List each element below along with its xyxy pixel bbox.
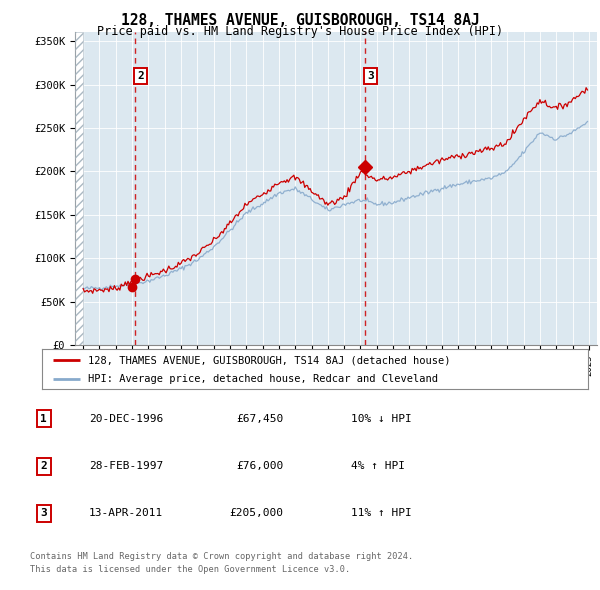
Text: £205,000: £205,000 <box>229 509 283 518</box>
Text: 3: 3 <box>367 71 374 81</box>
Text: 10% ↓ HPI: 10% ↓ HPI <box>351 414 412 424</box>
Text: 13-APR-2011: 13-APR-2011 <box>89 509 163 518</box>
Text: Price paid vs. HM Land Registry's House Price Index (HPI): Price paid vs. HM Land Registry's House … <box>97 25 503 38</box>
Text: Contains HM Land Registry data © Crown copyright and database right 2024.: Contains HM Land Registry data © Crown c… <box>30 552 413 561</box>
Text: 11% ↑ HPI: 11% ↑ HPI <box>351 509 412 518</box>
Text: 2: 2 <box>40 461 47 471</box>
Bar <box>75 32 83 345</box>
Text: 20-DEC-1996: 20-DEC-1996 <box>89 414 163 424</box>
Bar <box>75 32 83 345</box>
Text: £67,450: £67,450 <box>236 414 283 424</box>
Text: £76,000: £76,000 <box>236 461 283 471</box>
Text: 3: 3 <box>40 509 47 518</box>
Text: 1: 1 <box>40 414 47 424</box>
Text: HPI: Average price, detached house, Redcar and Cleveland: HPI: Average price, detached house, Redc… <box>88 373 439 384</box>
Text: 4% ↑ HPI: 4% ↑ HPI <box>351 461 405 471</box>
Text: 28-FEB-1997: 28-FEB-1997 <box>89 461 163 471</box>
Text: 128, THAMES AVENUE, GUISBOROUGH, TS14 8AJ (detached house): 128, THAMES AVENUE, GUISBOROUGH, TS14 8A… <box>88 355 451 365</box>
Text: 128, THAMES AVENUE, GUISBOROUGH, TS14 8AJ: 128, THAMES AVENUE, GUISBOROUGH, TS14 8A… <box>121 13 479 28</box>
Text: 2: 2 <box>137 71 144 81</box>
Text: This data is licensed under the Open Government Licence v3.0.: This data is licensed under the Open Gov… <box>30 565 350 574</box>
